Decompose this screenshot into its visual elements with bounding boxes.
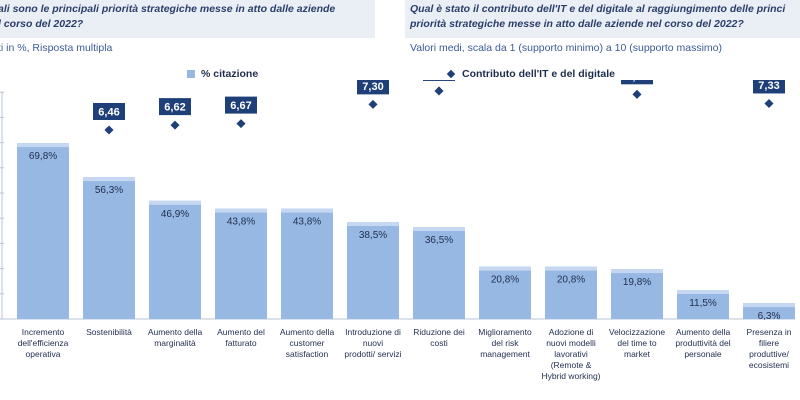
category-label: Presenza in filiere produttive/ ecosiste… <box>746 327 792 370</box>
bar <box>149 200 201 319</box>
left-subtitle: ti in %, Risposta multipla <box>0 42 113 54</box>
right-subtitle: Valori medi, scala da 1 (supporto minimo… <box>410 42 723 54</box>
marker-value-box <box>93 103 125 120</box>
bar <box>413 227 465 319</box>
bar <box>611 269 663 319</box>
bar-value-label: 20,8% <box>491 275 519 286</box>
marker-value-label: 7,30 <box>362 81 383 93</box>
contribution-marker <box>764 98 774 108</box>
bar-top-highlight <box>677 290 729 295</box>
bar-top-highlight <box>281 208 333 213</box>
legend-diamond-swatch <box>446 69 456 79</box>
contribution-marker <box>632 89 642 99</box>
category-label: Introduzione di nuovi prodotti/ servizi <box>344 327 402 359</box>
bar-top-highlight <box>743 303 795 308</box>
category-label: Aumento della marginalità <box>147 327 203 348</box>
bar-value-label: 56,3% <box>95 185 123 196</box>
bar-value-label: 20,8% <box>557 275 585 286</box>
contribution-marker <box>368 99 378 109</box>
bar-top-highlight <box>347 221 399 226</box>
bar-value-label: 43,8% <box>293 217 321 228</box>
marker-value-box <box>621 80 653 85</box>
category-label: Riduzione dei costi <box>413 327 465 348</box>
category-label: Sostenibilità <box>86 327 132 337</box>
bar-value-label: 36,5% <box>425 235 453 246</box>
bar-value-label: 38,5% <box>359 230 387 241</box>
bar <box>677 290 729 319</box>
bar-value-label: 46,9% <box>161 209 189 220</box>
bar <box>215 208 267 319</box>
marker-value-box <box>753 80 785 94</box>
category-label: Aumento della produttività del personale <box>675 327 731 359</box>
category-label: Aumento del fatturato <box>217 327 265 348</box>
category-label: Velocizzazione del time to market <box>608 327 666 359</box>
bar-value-label: 11,5% <box>689 298 717 309</box>
contribution-marker <box>236 119 246 129</box>
bar <box>281 208 333 319</box>
left-question: ali sono le principali priorità strategi… <box>0 3 336 30</box>
marker-value-box <box>423 80 455 81</box>
legend-markers: Contributo dell'IT e del digitale <box>446 68 615 80</box>
contribution-marker <box>104 125 114 135</box>
bar-value-label: 69,8% <box>29 151 57 162</box>
contribution-marker <box>434 86 444 96</box>
marker-value-box <box>357 80 389 95</box>
bar <box>17 143 69 319</box>
bar <box>347 221 399 319</box>
bar <box>545 266 597 319</box>
right-header-band <box>405 0 800 38</box>
marker-value-label: 6,67 <box>230 100 251 112</box>
marker-value-label: 7,63 <box>626 80 647 83</box>
bar-value-label: 43,8% <box>227 217 255 228</box>
bar-top-highlight <box>545 266 597 271</box>
legend-bar-swatch <box>187 70 195 78</box>
category-label: Incremento dell'efficienza operativa <box>17 327 69 359</box>
bar-top-highlight <box>17 143 69 148</box>
legend-markers-label: Contributo dell'IT e del digitale <box>462 68 615 80</box>
bar-top-highlight <box>413 227 465 232</box>
combo-chart: 69,8% 56,3% 46,9% 43,8% 43,8% 38,5% 36,5% 20,8%… <box>0 80 795 320</box>
marker-value-label: 6,46 <box>98 107 119 119</box>
bar <box>83 177 135 319</box>
right-question: Qual è stato il contributo dell'IT e del… <box>410 3 786 30</box>
bar <box>479 266 531 319</box>
contribution-marker <box>170 120 180 130</box>
category-label: Aumento della customer satisfaction <box>279 327 335 359</box>
bar-top-highlight <box>479 266 531 271</box>
category-label: Miglioramento del risk management <box>478 327 532 359</box>
category-label: Adozione di nuovi modelli lavorativi (Re… <box>541 327 601 381</box>
marker-value-label: 6,62 <box>164 102 185 114</box>
marker-value-box <box>159 98 191 116</box>
left-header-band <box>0 0 375 38</box>
bar-top-highlight <box>611 269 663 274</box>
bar-top-highlight <box>83 177 135 182</box>
legend-bars-label: % citazione <box>201 68 259 80</box>
marker-value-box <box>225 96 257 114</box>
bar-top-highlight <box>215 208 267 213</box>
bar-top-highlight <box>149 200 201 205</box>
bar-value-label: 19,8% <box>623 277 651 288</box>
marker-value-label: 7,33 <box>758 80 779 92</box>
legend-bars: % citazione <box>187 68 258 80</box>
bar-value-label: 6,3% <box>758 311 781 320</box>
